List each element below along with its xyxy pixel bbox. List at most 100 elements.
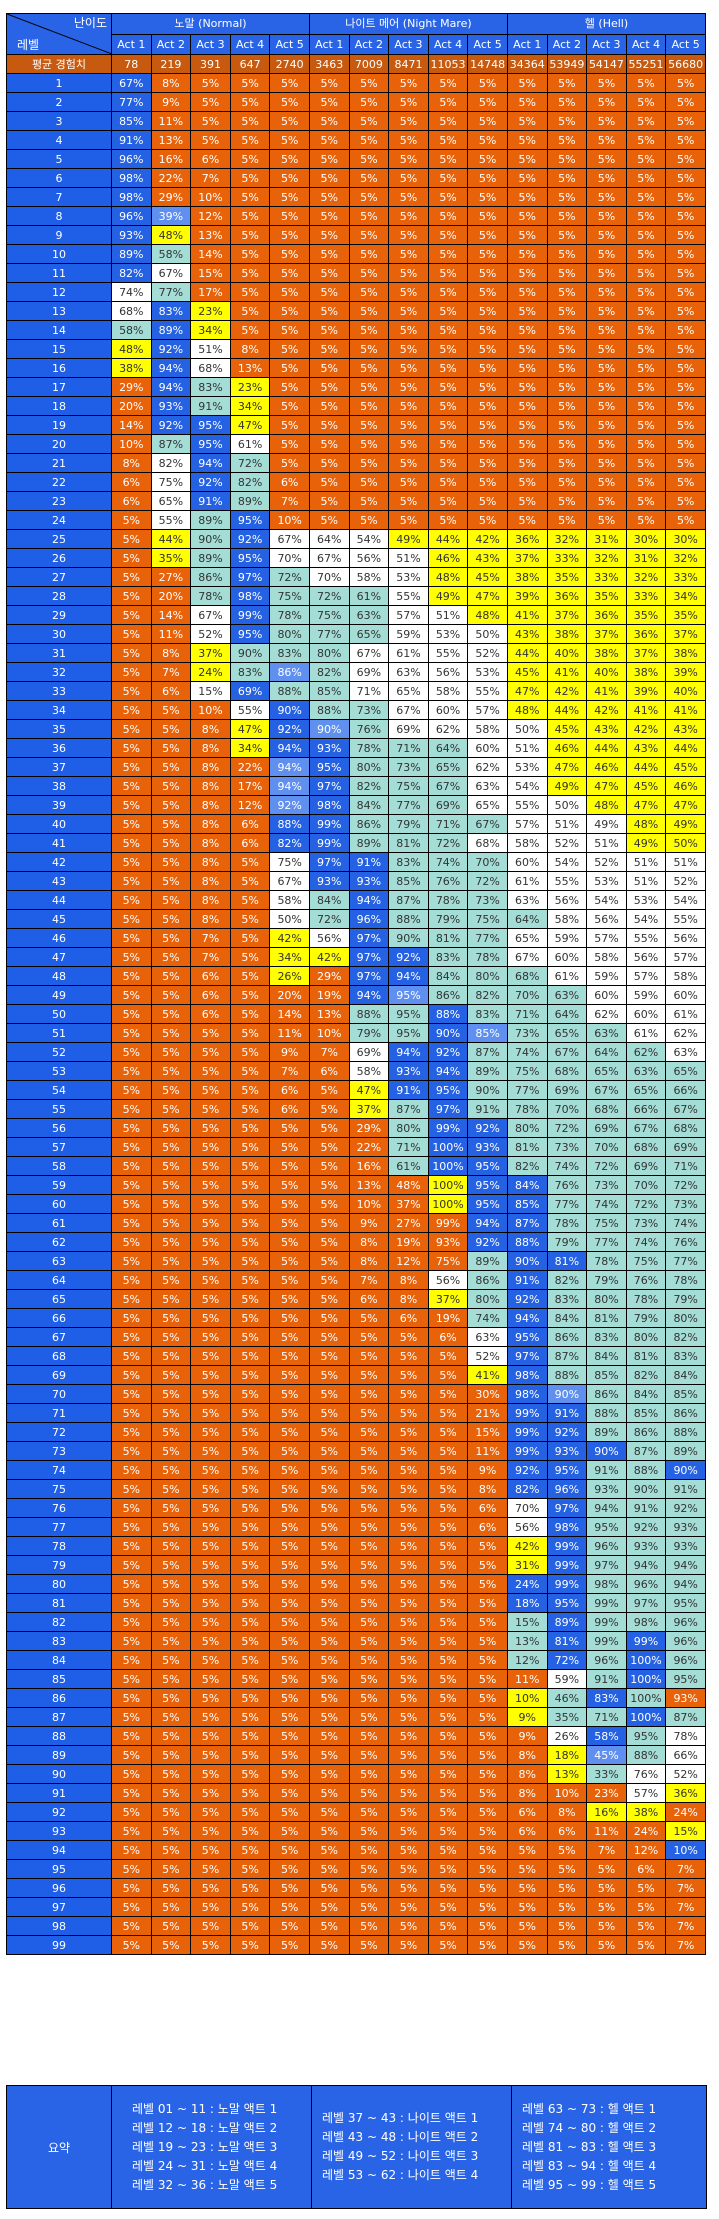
percent-cell: 92% (506, 1289, 548, 1309)
percent-cell: 96% (665, 1631, 706, 1651)
percent-cell: 5% (308, 1308, 350, 1328)
percent-cell: 5% (586, 377, 627, 397)
percent-cell: 97% (308, 776, 350, 796)
table-row: 93 5% 5% 5% 5% 5% 5% 5% 5% 5% 5% 6% 6% 11% 24% 15% (6, 1821, 706, 1841)
percent-cell: 77% (467, 928, 508, 948)
percent-cell: 43% (467, 548, 508, 568)
percent-cell: 5% (111, 1821, 152, 1841)
percent-cell: 76% (625, 1764, 667, 1784)
percent-cell: 87% (665, 1707, 706, 1727)
percent-cell: 63% (625, 1061, 667, 1081)
percent-cell: 86% (546, 1327, 588, 1347)
percent-cell: 99% (427, 1213, 469, 1233)
percent-cell: 72% (427, 833, 469, 853)
percent-cell: 5% (269, 1270, 310, 1290)
percent-cell: 5% (150, 1555, 192, 1575)
percent-cell: 83% (190, 377, 231, 397)
summary-line: 레벨 95 ~ 99 : 헬 액트 5 (522, 2177, 657, 2192)
percent-cell: 47% (467, 586, 508, 606)
percent-cell: 5% (625, 358, 667, 378)
percent-cell: 77% (506, 1080, 548, 1100)
percent-cell: 47% (506, 681, 548, 701)
percent-cell: 5% (308, 92, 350, 112)
percent-cell: 64% (427, 738, 469, 758)
percent-cell: 5% (111, 1365, 152, 1385)
percent-cell: 5% (506, 434, 548, 454)
percent-cell: 72% (308, 586, 350, 606)
percent-cell: 5% (229, 1498, 271, 1518)
avg-exp-label: 평균 경험치 (6, 54, 112, 74)
percent-cell: 42% (625, 719, 667, 739)
percent-cell: 38% (625, 662, 667, 682)
percent-cell: 5% (150, 966, 192, 986)
percent-cell: 5% (546, 1935, 588, 1955)
percent-cell: 5% (111, 757, 152, 777)
percent-cell: 5% (229, 871, 271, 891)
percent-cell: 5% (150, 1498, 192, 1518)
percent-cell: 5% (467, 1726, 508, 1746)
level-cell: 52 (6, 1042, 112, 1062)
percent-cell: 5% (111, 1707, 152, 1727)
percent-cell: 5% (625, 472, 667, 492)
percent-cell: 5% (665, 282, 706, 302)
table-row: 81 5% 5% 5% 5% 5% 5% 5% 5% 5% 5% 18% 95% 99% 97% 95% (6, 1593, 706, 1613)
percent-cell: 11% (467, 1441, 508, 1461)
percent-cell: 5% (150, 1365, 192, 1385)
level-cell: 11 (6, 263, 112, 283)
percent-cell: 20% (150, 586, 192, 606)
percent-cell: 7% (150, 662, 192, 682)
percent-cell: 37% (546, 605, 588, 625)
table-row: 66 5% 5% 5% 5% 5% 5% 5% 6% 19% 74% 94% 84% 81% 79% 80% (6, 1308, 706, 1328)
percent-cell: 5% (111, 510, 152, 530)
percent-cell: 15% (506, 1612, 548, 1632)
percent-cell: 5% (190, 1118, 231, 1138)
percent-cell: 5% (308, 1137, 350, 1157)
level-cell: 17 (6, 377, 112, 397)
percent-cell: 5% (308, 282, 350, 302)
percent-cell: 79% (348, 1023, 390, 1043)
percent-cell: 5% (467, 301, 508, 321)
percent-cell: 5% (269, 149, 310, 169)
percent-cell: 54% (506, 776, 548, 796)
percent-cell: 48% (506, 700, 548, 720)
percent-cell: 5% (348, 1574, 390, 1594)
percent-cell: 5% (427, 1764, 469, 1784)
percent-cell: 5% (467, 453, 508, 473)
percent-cell: 94% (269, 776, 310, 796)
percent-cell: 5% (388, 396, 429, 416)
percent-cell: 5% (229, 1707, 271, 1727)
percent-cell: 5% (427, 1688, 469, 1708)
percent-cell: 41% (467, 1365, 508, 1385)
percent-cell: 5% (348, 168, 390, 188)
percent-cell: 13% (506, 1631, 548, 1651)
level-cell: 84 (6, 1650, 112, 1670)
percent-cell: 61% (388, 643, 429, 663)
percent-cell: 5% (229, 1080, 271, 1100)
table-row: 96 5% 5% 5% 5% 5% 5% 5% 5% 5% 5% 5% 5% 5% 5% 7% (6, 1878, 706, 1898)
percent-cell: 5% (111, 1783, 152, 1803)
avg-exp-value: 391 (190, 54, 231, 74)
percent-cell: 5% (665, 92, 706, 112)
percent-cell: 5% (467, 1802, 508, 1822)
percent-cell: 5% (308, 1745, 350, 1765)
percent-cell: 56% (586, 909, 627, 929)
percent-cell: 5% (348, 1821, 390, 1841)
percent-cell: 87% (506, 1213, 548, 1233)
percent-cell: 5% (229, 206, 271, 226)
percent-cell: 5% (269, 244, 310, 264)
percent-cell: 55% (506, 795, 548, 815)
table-row: 47 5% 5% 7% 5% 34% 42% 97% 92% 83% 78% 67% 60% 58% 56%… (6, 947, 706, 967)
percent-cell: 99% (586, 1631, 627, 1651)
percent-cell: 5% (348, 1346, 390, 1366)
percent-cell: 55% (229, 700, 271, 720)
percent-cell: 5% (269, 130, 310, 150)
percent-cell: 5% (388, 301, 429, 321)
percent-cell: 5% (546, 491, 588, 511)
percent-cell: 96% (665, 1650, 706, 1670)
table-row: 7 98% 29% 10% 5% 5% 5% 5% 5% 5% 5% 5% 5% 5% 5% 5% (6, 187, 706, 207)
percent-cell: 96% (546, 1479, 588, 1499)
percent-cell: 5% (190, 1517, 231, 1537)
percent-cell: 70% (269, 548, 310, 568)
percent-cell: 84% (625, 1384, 667, 1404)
percent-cell: 61% (348, 586, 390, 606)
